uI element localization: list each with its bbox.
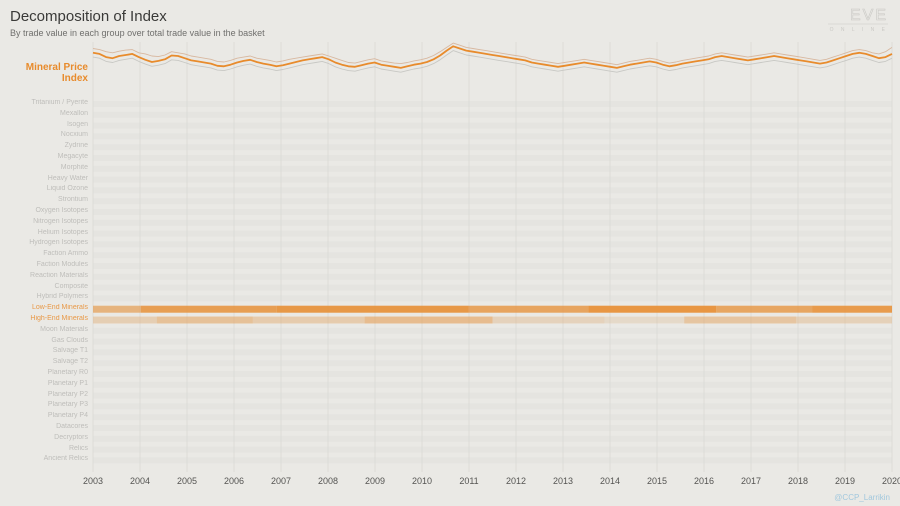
row-label: Relics <box>8 445 88 452</box>
row-label: Planetary R0 <box>8 369 88 376</box>
row-label: Planetary P2 <box>8 391 88 398</box>
row-label: Nitrogen Isotopes <box>8 218 88 225</box>
row-label: Planetary P4 <box>8 412 88 419</box>
highlighted-row-label: High-End Minerals <box>8 315 88 322</box>
xaxis-year-label: 2005 <box>172 476 202 486</box>
row-label: Reaction Materials <box>8 272 88 279</box>
xaxis-year-label: 2004 <box>125 476 155 486</box>
row-label: Ancient Relics <box>8 455 88 462</box>
row-label: Megacyte <box>8 153 88 160</box>
xaxis-year-label: 2011 <box>454 476 484 486</box>
row-label: Datacores <box>8 423 88 430</box>
row-label: Liquid Ozone <box>8 185 88 192</box>
row-label: Oxygen Isotopes <box>8 207 88 214</box>
row-label: Nocxium <box>8 131 88 138</box>
row-label: Faction Modules <box>8 261 88 268</box>
row-label: Planetary P3 <box>8 401 88 408</box>
xaxis-year-label: 2020 <box>877 476 900 486</box>
main-series-label: Mineral Price Index <box>0 62 88 84</box>
xaxis-year-label: 2007 <box>266 476 296 486</box>
xaxis-year-label: 2012 <box>501 476 531 486</box>
row-label: Tritanium / Pyerite <box>8 99 88 106</box>
xaxis-year-label: 2015 <box>642 476 672 486</box>
row-label: Heavy Water <box>8 175 88 182</box>
xaxis-year-label: 2014 <box>595 476 625 486</box>
attribution: @CCP_Larrikin <box>834 493 890 502</box>
row-label: Mexallon <box>8 110 88 117</box>
xaxis-year-label: 2013 <box>548 476 578 486</box>
row-label: Planetary P1 <box>8 380 88 387</box>
row-label: Salvage T1 <box>8 347 88 354</box>
xaxis-year-label: 2003 <box>78 476 108 486</box>
row-label: Decryptors <box>8 434 88 441</box>
xaxis-year-label: 2017 <box>736 476 766 486</box>
chart-plot-area <box>0 0 900 506</box>
highlighted-row-label: Low-End Minerals <box>8 304 88 311</box>
xaxis-year-label: 2018 <box>783 476 813 486</box>
xaxis-year-label: 2010 <box>407 476 437 486</box>
xaxis-year-label: 2019 <box>830 476 860 486</box>
xaxis-year-label: 2016 <box>689 476 719 486</box>
xaxis-year-label: 2009 <box>360 476 390 486</box>
row-label: Faction Ammo <box>8 250 88 257</box>
row-label: Zydrine <box>8 142 88 149</box>
row-label: Moon Materials <box>8 326 88 333</box>
xaxis-year-label: 2006 <box>219 476 249 486</box>
page-root: Decomposition of Index By trade value in… <box>0 0 900 506</box>
row-label: Hydrogen Isotopes <box>8 239 88 246</box>
row-label: Helium Isotopes <box>8 229 88 236</box>
row-label: Composite <box>8 283 88 290</box>
row-label: Isogen <box>8 121 88 128</box>
row-label: Strontium <box>8 196 88 203</box>
row-label: Hybrid Polymers <box>8 293 88 300</box>
row-label: Gas Clouds <box>8 337 88 344</box>
xaxis-year-label: 2008 <box>313 476 343 486</box>
row-label: Morphite <box>8 164 88 171</box>
row-label: Salvage T2 <box>8 358 88 365</box>
